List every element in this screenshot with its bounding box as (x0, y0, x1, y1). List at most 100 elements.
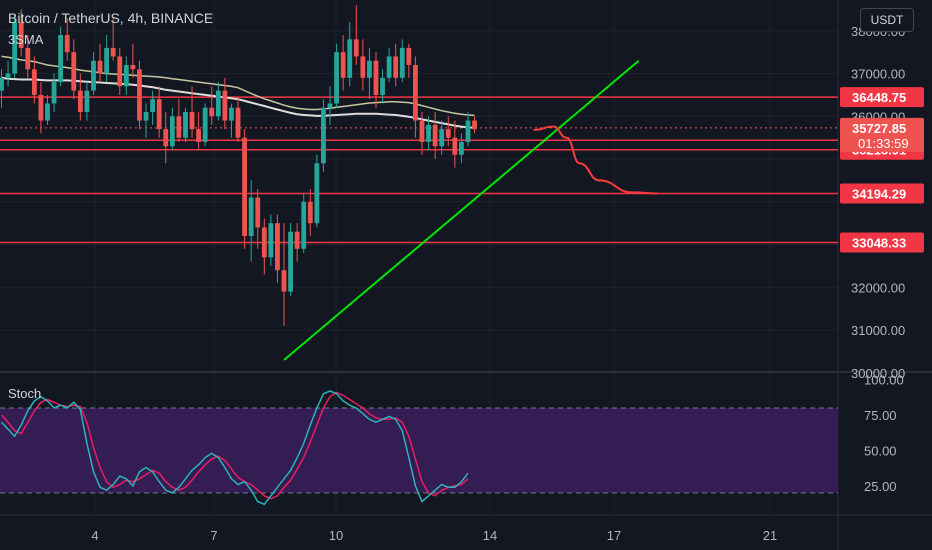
candle-body (222, 90, 228, 121)
candle-body (0, 77, 4, 91)
candle-body (12, 22, 18, 74)
candle-body (77, 90, 83, 113)
candle-body (202, 107, 208, 142)
candle-body (25, 47, 31, 70)
forecast-curve (533, 125, 659, 195)
candle-body (169, 116, 175, 147)
candle-body (360, 56, 366, 78)
candle-body (294, 231, 300, 249)
candle-body (399, 47, 405, 78)
candle-body (97, 60, 103, 74)
candle-body (340, 52, 346, 78)
level-tag-label: 33048.33 (852, 235, 906, 250)
currency-button[interactable]: USDT (860, 8, 914, 32)
level-tag (840, 87, 924, 108)
candle-body (459, 141, 464, 155)
candle-body (419, 120, 425, 142)
price-tick-label: 31000.00 (851, 323, 905, 338)
candle-body (71, 52, 77, 91)
stoch-tick-label: 75.00 (864, 408, 897, 423)
candle-body (386, 56, 392, 78)
level-tag-label: 36448.75 (852, 90, 906, 105)
candle-body (472, 120, 477, 130)
candle-body (117, 56, 123, 87)
candle-body (307, 201, 313, 224)
candle-body (445, 129, 451, 138)
last-price-label: 35727.85 (852, 121, 906, 136)
candle-body (327, 103, 333, 108)
candle-body (183, 112, 188, 138)
symbol-title: Bitcoin / TetherUS, 4h, BINANCE (8, 10, 214, 26)
candle-body (51, 82, 57, 104)
candle-body (281, 270, 287, 292)
candle-body (406, 47, 412, 65)
candle-body (5, 73, 11, 78)
stoch-d-line (0, 391, 469, 500)
indicator-label[interactable]: 3SMA (8, 32, 44, 47)
stoch-tick-label: 100.00 (864, 373, 904, 388)
candle-body (137, 69, 142, 121)
candle-body (91, 60, 96, 91)
time-tick-label: 17 (607, 528, 621, 543)
candle-body (334, 52, 339, 104)
candle-body (215, 90, 221, 117)
candle-body (58, 35, 64, 83)
candle-body (64, 35, 70, 53)
level-tag-label: 34194.29 (852, 186, 906, 201)
candle-body (38, 94, 44, 121)
price-tick-label: 30000.00 (851, 366, 905, 381)
stoch-label[interactable]: Stoch (8, 386, 42, 401)
candle-body (156, 99, 162, 130)
candle-body (380, 77, 385, 95)
candle-body (196, 129, 201, 142)
candle-body (176, 116, 182, 138)
candle-body (275, 223, 280, 271)
candle-body (248, 197, 254, 236)
stoch-tick-label: 50.00 (864, 444, 897, 459)
candle-body (465, 120, 471, 142)
candle-body (261, 227, 267, 258)
candle-body (104, 47, 110, 74)
candle-body (242, 137, 247, 236)
stoch-tick-label: 25.00 (864, 479, 897, 494)
candle-body (314, 163, 320, 224)
candle-body (209, 107, 215, 117)
candle-body (353, 39, 359, 57)
candle-body (393, 56, 399, 78)
candle-body (413, 65, 418, 121)
time-tick-label: 14 (483, 528, 497, 543)
candle-body (301, 201, 307, 249)
time-tick-label: 10 (329, 528, 343, 543)
time-tick-label: 7 (210, 528, 217, 543)
time-tick-label: 4 (91, 528, 98, 543)
candle-body (432, 124, 438, 147)
time-tick-label: 21 (763, 528, 777, 543)
candle-body (84, 90, 90, 113)
sma-fast-line (1, 55, 475, 117)
candle-body (163, 129, 169, 147)
price-tick-label: 32000.00 (851, 280, 905, 295)
trend-line (283, 59, 640, 361)
candle-body (143, 112, 149, 121)
candle-body (426, 124, 431, 142)
candle-body (321, 107, 326, 164)
candle-body (18, 22, 24, 48)
candle-body (255, 197, 261, 228)
candle-body (150, 99, 156, 113)
candle-body (189, 112, 195, 130)
candle-body (268, 223, 274, 258)
candle-body (439, 129, 445, 147)
candle-body (229, 107, 234, 121)
countdown-label: 01:33:59 (858, 136, 909, 151)
stoch-k-line (0, 390, 469, 506)
candle-body (110, 47, 116, 57)
level-tag (840, 183, 924, 204)
level-tag (840, 232, 924, 253)
candle-body (130, 65, 136, 70)
candle-body (367, 60, 372, 78)
candle-body (123, 65, 129, 87)
candle-body (347, 39, 353, 78)
candle-body (288, 231, 293, 292)
candle-body (45, 103, 50, 121)
